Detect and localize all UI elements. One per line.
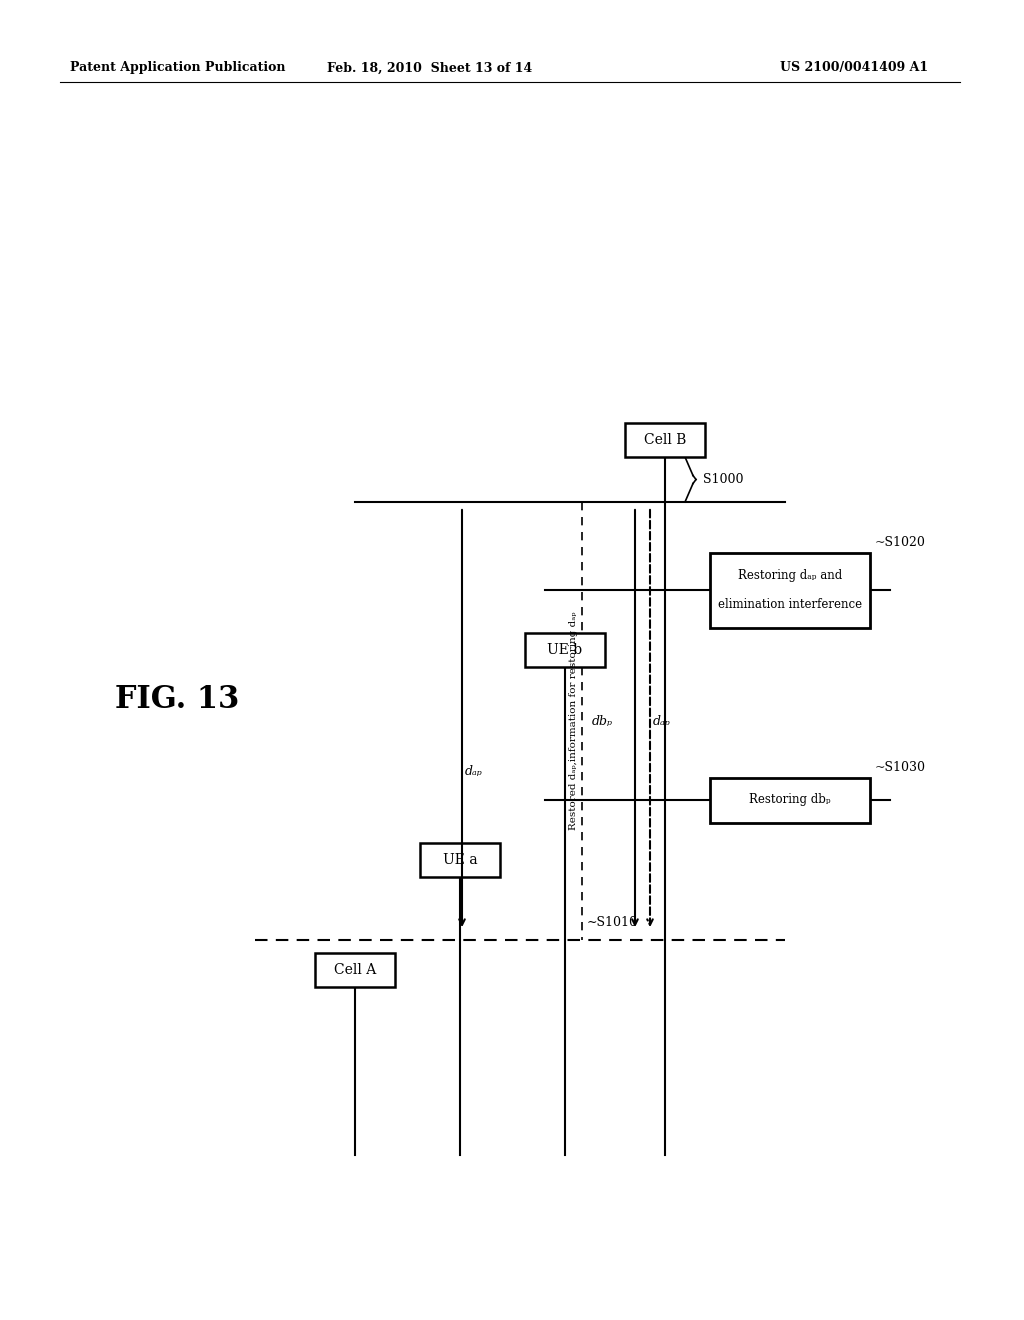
Text: ~S1020: ~S1020 (874, 536, 926, 549)
Text: Restoring dbₚ: Restoring dbₚ (750, 793, 830, 807)
Text: FIG. 13: FIG. 13 (115, 685, 240, 715)
Bar (420, 843, 500, 876)
Text: US 2100/0041409 A1: US 2100/0041409 A1 (780, 62, 928, 74)
Text: dₐₚ: dₐₚ (653, 714, 671, 727)
Text: dₐₚ: dₐₚ (465, 764, 482, 777)
Text: ∼S1010: ∼S1010 (587, 916, 638, 928)
Text: Restored dₐₚ,information for restoring dₐₚ: Restored dₐₚ,information for restoring d… (569, 611, 579, 830)
Bar (710, 553, 870, 627)
Bar (710, 777, 870, 822)
Text: dbₚ: dbₚ (592, 714, 613, 727)
Text: Cell B: Cell B (644, 433, 686, 447)
Text: elimination interference: elimination interference (718, 598, 862, 610)
Text: Cell A: Cell A (334, 964, 376, 977)
Bar (315, 953, 395, 987)
Text: Patent Application Publication: Patent Application Publication (70, 62, 286, 74)
Bar (625, 422, 705, 457)
Text: UE a: UE a (442, 853, 477, 867)
Text: UE b: UE b (548, 643, 583, 657)
Text: Feb. 18, 2010  Sheet 13 of 14: Feb. 18, 2010 Sheet 13 of 14 (328, 62, 532, 74)
Bar (525, 634, 605, 667)
Text: Restoring dₐₚ and: Restoring dₐₚ and (738, 569, 842, 582)
Text: S1000: S1000 (703, 473, 743, 486)
Text: ~S1030: ~S1030 (874, 762, 926, 774)
